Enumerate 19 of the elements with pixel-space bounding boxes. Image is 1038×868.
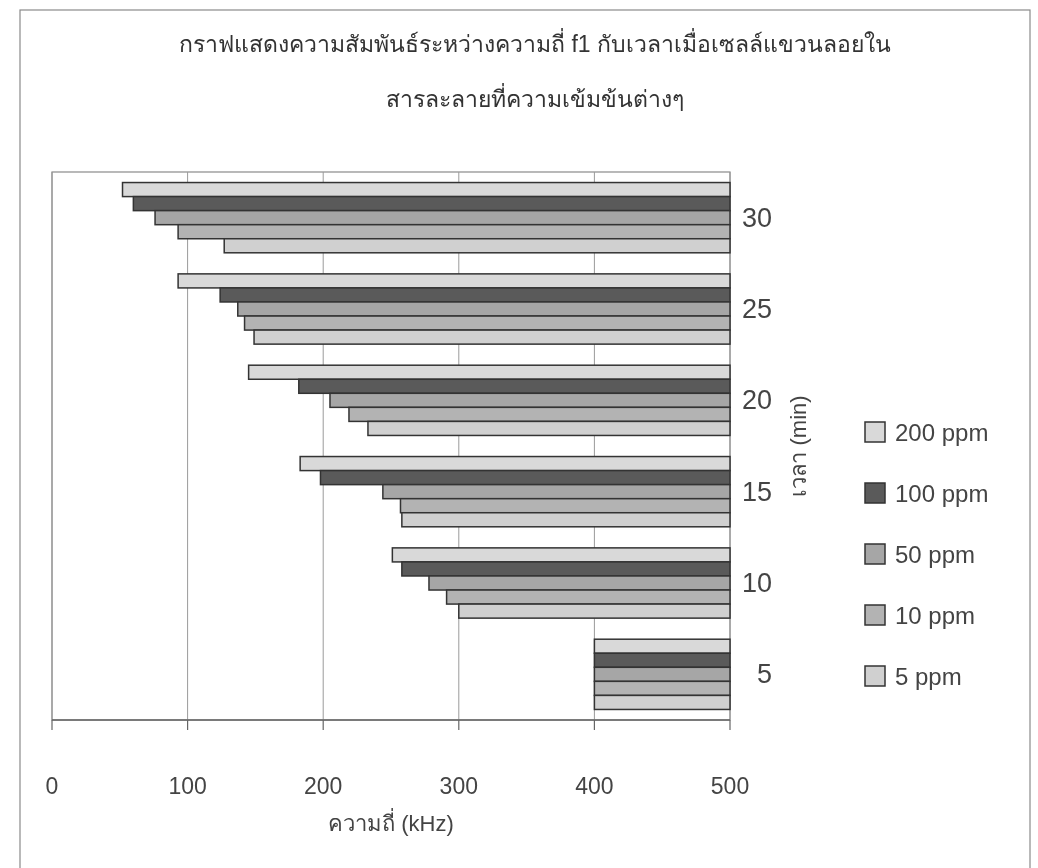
y-tick-label: 15: [741, 476, 772, 507]
x-tick-label: 400: [575, 773, 614, 799]
x-tick-label: 100: [168, 773, 207, 799]
x-tick-label: 200: [304, 773, 343, 799]
legend-label: 5 ppm: [895, 662, 962, 690]
legend-label: 50 ppm: [895, 540, 976, 568]
x-tick-label: 0: [45, 773, 59, 799]
y-tick-label: 5: [756, 659, 772, 690]
legend-label: 10 ppm: [895, 601, 976, 629]
x-axis-title: ความถี่ (kHz): [328, 807, 454, 836]
legend-label: 100 ppm: [895, 479, 989, 507]
y-tick-label: 20: [741, 385, 772, 416]
x-tick-label: 500: [710, 773, 750, 799]
y-axis-title: เวลา (min): [785, 395, 811, 497]
y-tick-label: 25: [741, 294, 772, 324]
x-tick-label: 300: [439, 773, 478, 799]
y-tick-label: 10: [741, 568, 772, 598]
legend-label: 200 ppm: [895, 418, 989, 446]
y-tick-label: 30: [741, 202, 772, 233]
